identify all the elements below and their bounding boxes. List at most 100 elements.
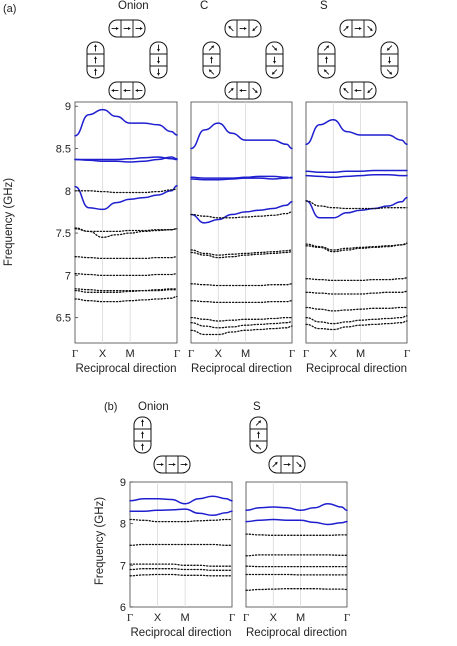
dotted-band-7 [190,251,293,259]
arrow-icon [323,69,330,75]
chart-a-3: Γ X M Γ Reciprocal direction S [303,0,410,375]
chart-title: Onion [138,401,169,413]
arrow-icon [93,56,98,64]
x-tick-label: Γ [243,612,249,624]
arrow-icon [140,443,145,451]
element-vertical [133,416,152,454]
dotted-band-6 [129,568,233,571]
s-state-icon [317,19,399,100]
plot-frame [305,101,408,344]
x-tick-label: X [270,612,278,624]
arrow-icon [123,26,131,31]
y-tick-label: 8 [65,186,71,198]
dotted-band-11 [190,321,293,329]
y-tick-label: 8.5 [56,144,71,156]
arrow-icon [283,462,291,467]
dotted-band-7 [305,242,408,253]
solid-band-2 [74,156,178,161]
y-tick-label: 7 [120,560,126,572]
dotted-band-6 [190,249,293,256]
x-axis-label: Reciprocal direction [191,363,292,375]
arrow-icon [354,26,362,31]
solid-band-4 [74,184,178,211]
dotted-band-6 [74,227,178,238]
chart-title: Onion [118,0,149,12]
arrow-icon [239,88,247,93]
element-horizontal [224,19,262,38]
element-vertical [149,41,168,79]
x-tick-label: X [215,348,223,360]
x-tick-label: X [154,612,162,624]
arrow-icon [156,56,161,64]
chart-title: S [253,401,261,413]
chart-title: S [320,0,328,12]
chart-b-5: Γ X M Γ Reciprocal direction S [243,401,350,639]
element-horizontal [268,455,306,474]
x-tick-label: Γ [127,612,133,624]
solid-band-3 [74,156,178,163]
dotted-band-5 [129,563,233,567]
x-tick-label: M [126,348,135,360]
arrow-icon [367,87,373,94]
arrow-icon [296,461,302,468]
x-tick-label: M [241,348,250,360]
y-axis-label: Frequency (GHz) [3,178,15,266]
y-tick-label: 9 [65,101,71,113]
x-tick-label: Γ [303,348,309,360]
element-horizontal [153,455,191,474]
y-tick-label: 7 [65,270,71,282]
dotted-band-11 [74,289,178,293]
arrow-icon [271,45,278,51]
dotted-band-7 [129,573,233,577]
onion-state-icon [86,19,168,100]
y-tick-label: 6.5 [56,313,71,325]
dotted-band-8 [190,283,293,287]
arrow-icon [93,68,98,76]
dotted-band-7 [245,588,348,591]
element-horizontal [224,81,262,100]
arrow-icon [272,56,277,64]
panel-b-label: (b) [104,401,117,413]
arrow-icon [252,25,258,32]
element-vertical [317,41,336,79]
dotted-band-3 [245,533,348,536]
arrow-icon [168,462,176,467]
arrow-icon [386,69,393,75]
solid-band-3 [305,173,408,179]
chart-title: C [200,0,208,12]
dotted-band-10 [74,288,178,292]
arrow-icon [111,26,119,31]
solid-band-3 [190,176,293,181]
solid-band-1 [74,108,178,137]
dotted-band-5 [190,211,293,219]
x-axis-label: Reciprocal direction [131,627,232,639]
arrow-icon [324,56,329,64]
c-state-icon [202,19,284,100]
arrow-icon [156,44,161,52]
solid-band-1 [305,119,408,146]
arrow-icon [343,25,349,32]
dotted-band-3 [129,518,233,523]
dotted-band-12 [74,295,178,303]
dotted-band-12 [190,325,293,336]
onion-state-icon [133,416,191,474]
solid-band-4 [305,196,408,219]
element-vertical [380,41,399,79]
dotted-band-9 [190,300,293,304]
solid-band-1 [190,122,293,150]
dotted-band-7 [74,228,178,233]
arrow-icon [140,419,145,427]
dotted-band-5 [305,200,408,210]
element-vertical [249,416,268,454]
arrow-icon [111,88,119,93]
x-tick-label: X [330,348,338,360]
dotted-band-9 [74,273,178,277]
arrow-icon [367,25,373,32]
arrow-icon [208,45,215,51]
x-axis-label: Reciprocal direction [246,627,347,639]
arrow-icon [271,69,278,75]
x-tick-label: M [296,612,305,624]
arrow-icon [140,431,145,439]
dotted-band-10 [305,306,408,312]
dotted-band-4 [245,554,348,557]
